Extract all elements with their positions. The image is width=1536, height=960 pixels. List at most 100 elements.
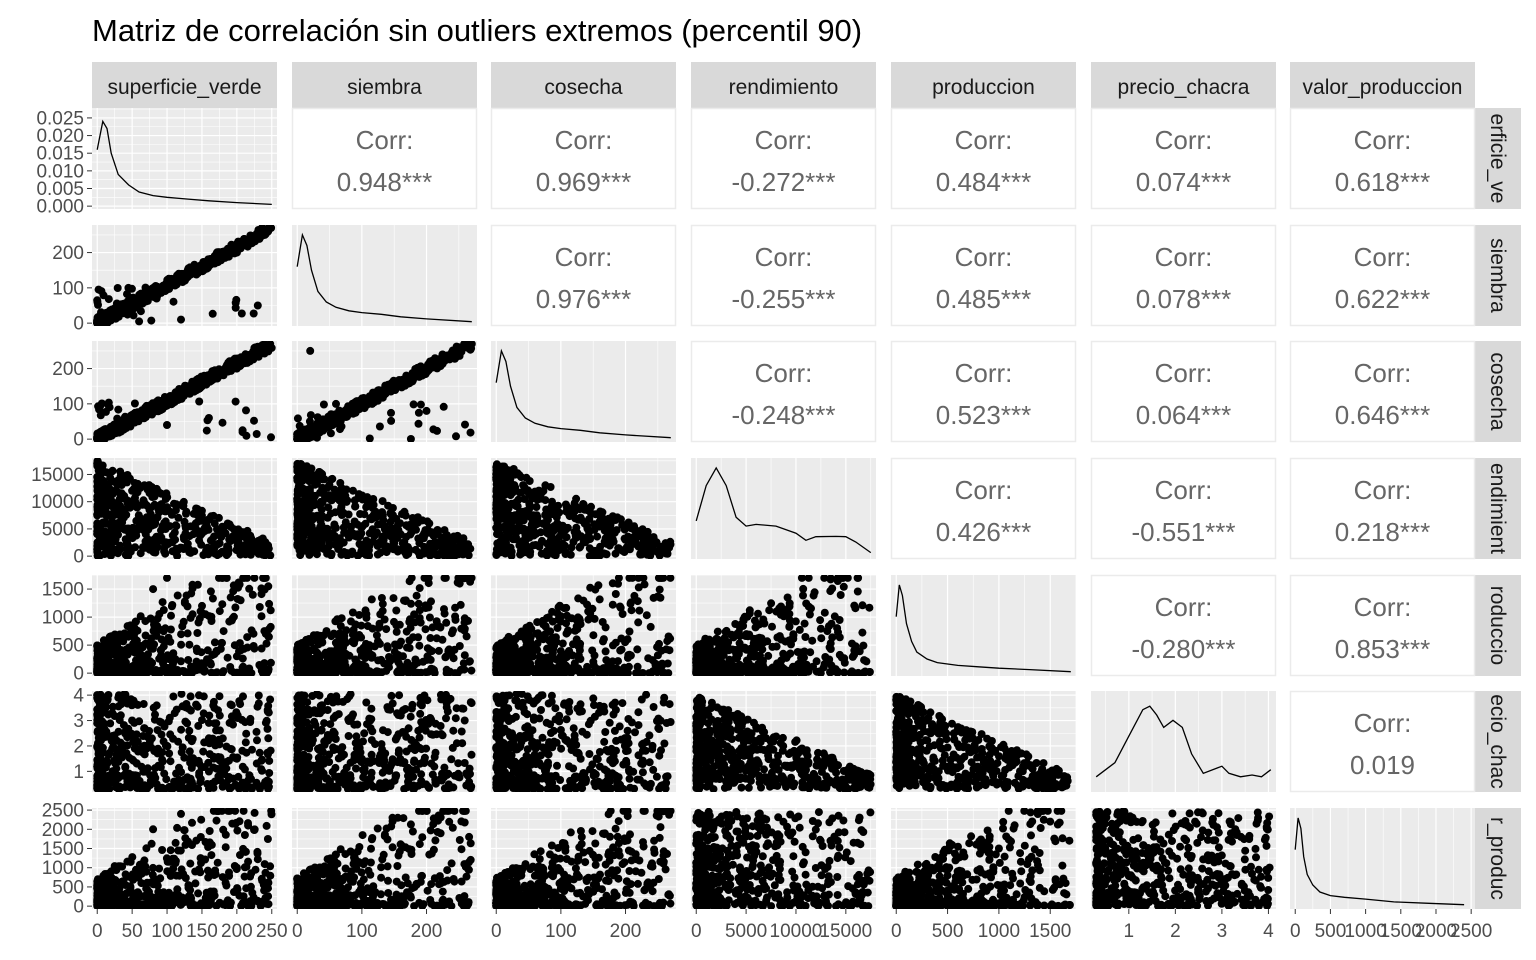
data-point	[414, 408, 423, 417]
data-point	[361, 662, 370, 671]
data-point	[369, 514, 377, 522]
data-point	[365, 392, 374, 401]
data-point	[378, 606, 387, 615]
data-point	[103, 480, 112, 489]
data-point	[134, 511, 143, 520]
scatter-points-rendimiento-vs-superficie_verde	[93, 458, 275, 559]
data-point	[316, 497, 325, 506]
corr-panel	[890, 224, 1077, 327]
corr-label: Corr:	[1354, 125, 1412, 155]
data-point	[176, 657, 185, 666]
data-point	[421, 625, 430, 634]
data-point	[347, 637, 356, 646]
data-point	[113, 284, 122, 292]
data-point	[161, 517, 170, 526]
data-point	[502, 538, 510, 547]
data-point	[500, 659, 509, 668]
data-point	[587, 509, 595, 518]
corr-panel	[1289, 457, 1476, 560]
data-point	[586, 583, 595, 592]
data-point	[553, 624, 562, 632]
data-point	[444, 354, 453, 363]
data-point	[160, 543, 169, 552]
data-point	[181, 521, 190, 530]
strip-label-produccion: produccion	[932, 76, 1035, 99]
data-point	[225, 357, 234, 366]
data-point	[332, 399, 340, 408]
data-point	[357, 529, 366, 538]
corr-value: 0.218***	[1335, 517, 1430, 547]
data-point	[562, 603, 571, 612]
data-point	[169, 297, 178, 306]
data-point	[590, 614, 599, 623]
data-point	[635, 606, 644, 615]
data-point	[169, 649, 178, 658]
data-point	[572, 533, 580, 542]
corr-label: Corr:	[955, 125, 1013, 155]
data-point	[233, 358, 242, 367]
data-point	[634, 542, 643, 551]
strip-superficie_verde	[92, 62, 277, 108]
data-point	[185, 640, 194, 649]
corr-value: 0.969***	[536, 167, 631, 197]
data-point	[336, 425, 344, 434]
data-point	[595, 595, 604, 604]
data-point	[339, 669, 348, 676]
data-point	[492, 480, 501, 489]
data-point	[400, 537, 409, 546]
data-point	[422, 364, 431, 373]
corr-panel	[890, 340, 1077, 443]
data-point	[128, 523, 137, 532]
data-point	[206, 658, 215, 667]
data-point	[414, 599, 423, 608]
data-point	[198, 514, 206, 522]
data-point	[147, 515, 156, 524]
data-point	[250, 575, 259, 582]
data-point	[562, 533, 571, 542]
data-point	[168, 601, 177, 609]
data-point	[546, 547, 555, 556]
data-point	[107, 635, 116, 644]
data-point	[510, 511, 519, 520]
data-point	[546, 627, 555, 636]
data-point	[192, 657, 201, 666]
data-point	[119, 299, 128, 308]
data-point	[576, 655, 585, 663]
data-point	[533, 495, 542, 504]
data-point	[557, 612, 566, 621]
data-point	[625, 545, 634, 554]
corr-panel	[1090, 107, 1277, 210]
data-point	[163, 421, 171, 429]
data-point	[314, 512, 323, 521]
data-point	[157, 645, 165, 654]
data-point	[135, 317, 144, 326]
data-point	[607, 538, 616, 547]
data-point	[406, 520, 415, 529]
data-point	[228, 614, 237, 623]
data-point	[554, 664, 563, 673]
data-point	[602, 550, 611, 559]
panel-background	[691, 458, 876, 559]
data-point	[218, 522, 227, 531]
data-point	[243, 542, 252, 550]
data-point	[330, 522, 339, 531]
data-point	[252, 234, 261, 243]
data-point	[325, 418, 334, 427]
data-point	[303, 432, 312, 441]
corr-panel	[1090, 224, 1277, 327]
data-point	[393, 547, 402, 556]
data-point	[424, 579, 433, 588]
data-point	[170, 528, 179, 537]
data-point	[494, 464, 503, 473]
data-point	[348, 630, 357, 639]
data-point	[123, 290, 131, 299]
data-point	[221, 529, 230, 538]
data-point	[336, 660, 345, 669]
corr-label: Corr:	[755, 242, 813, 272]
data-point	[120, 308, 129, 317]
data-point	[233, 595, 242, 603]
data-point	[325, 481, 334, 489]
data-point	[366, 499, 375, 508]
data-point	[336, 622, 345, 630]
data-point	[94, 543, 103, 552]
